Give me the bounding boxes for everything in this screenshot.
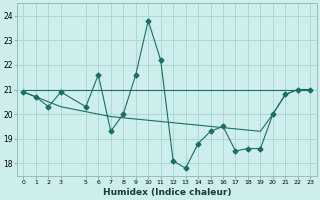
X-axis label: Humidex (Indice chaleur): Humidex (Indice chaleur) (103, 188, 231, 197)
